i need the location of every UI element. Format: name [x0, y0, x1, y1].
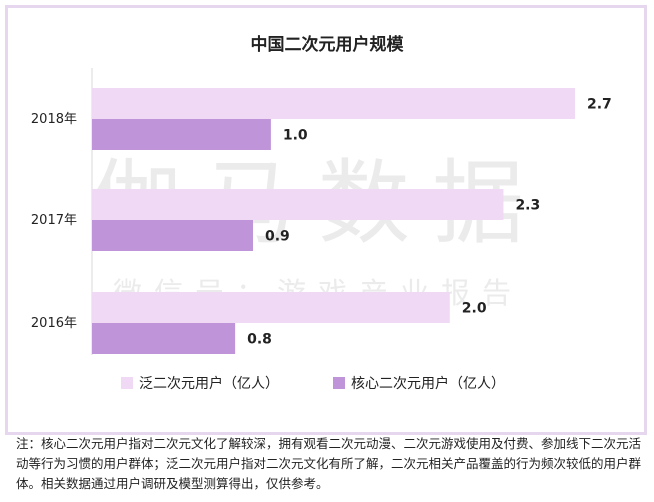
category-label: 2016年: [31, 316, 77, 331]
data-label: 2.0: [462, 301, 487, 317]
legend-label: 核心二次元用户（亿人）: [351, 375, 505, 392]
legend: 泛二次元用户（亿人） 核心二次元用户（亿人）: [121, 375, 505, 392]
category-label: 2017年: [31, 213, 77, 228]
chart-title: 中国二次元用户规模: [251, 34, 405, 55]
bar-core-acg-users: [92, 323, 236, 354]
bar-pan-acg-users: [92, 292, 450, 323]
data-label: 0.8: [247, 332, 272, 348]
bar-core-acg-users: [92, 119, 271, 150]
data-label: 2.3: [515, 198, 540, 214]
bars-group: 2018年 2.7 1.0 2017年 2.3 0.9 2016年 2.0 0.8: [31, 88, 612, 354]
data-label: 0.9: [265, 229, 290, 245]
data-label: 2.7: [587, 97, 612, 113]
bar-pan-acg-users: [92, 189, 504, 220]
data-label: 1.0: [283, 128, 308, 144]
legend-label: 泛二次元用户（亿人）: [139, 375, 279, 392]
category-label: 2018年: [31, 112, 77, 127]
bar-core-acg-users: [92, 220, 253, 251]
legend-swatch: [121, 377, 133, 389]
legend-swatch: [333, 377, 345, 389]
footnote: 注：核心二次元用户指对二次元文化了解较深，拥有观看二次元动漫、二次元游戏使用及付…: [16, 436, 642, 491]
bar-pan-acg-users: [92, 88, 575, 119]
bar-chart: 伽马数据 微信号：游戏产业报告 中国二次元用户规模 2018年2.71.0201…: [31, 34, 612, 392]
